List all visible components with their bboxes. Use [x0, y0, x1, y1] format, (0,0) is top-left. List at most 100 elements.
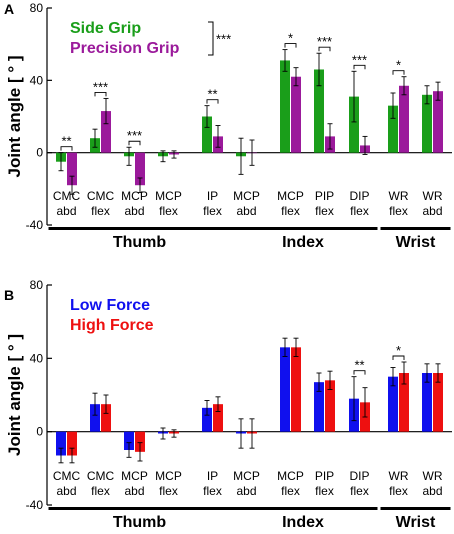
- bar-low-force: [314, 382, 324, 432]
- significance-bracket: [353, 370, 366, 375]
- x-tick-label: flex: [389, 484, 408, 498]
- y-axis-label: Joint angle [ ° ]: [5, 55, 24, 177]
- y-axis-label: Joint angle [ ° ]: [5, 334, 24, 456]
- bar-low-force: [56, 431, 66, 456]
- group-label: Index: [282, 514, 324, 531]
- bar-precision-grip: [399, 85, 409, 153]
- x-tick-label: flex: [159, 204, 178, 218]
- x-tick-label: abd: [422, 204, 442, 218]
- x-tick-label: flex: [91, 484, 110, 498]
- bar-precision-grip: [67, 152, 77, 186]
- x-tick-label: flex: [91, 204, 110, 218]
- bar-precision-grip: [291, 76, 301, 153]
- y-tick-label: 80: [30, 278, 44, 292]
- bar-low-force: [124, 431, 134, 450]
- group-bar: [380, 227, 451, 230]
- bar-high-force: [325, 380, 335, 432]
- group-label: Thumb: [113, 234, 167, 251]
- significance-bracket: [206, 99, 219, 104]
- x-tick-label: PIP: [315, 189, 334, 203]
- x-tick-label: flex: [203, 484, 222, 498]
- x-tick-label: DIP: [349, 189, 369, 203]
- x-tick-label: CMC: [53, 469, 81, 483]
- x-tick-label: flex: [281, 484, 300, 498]
- x-tick-label: abd: [236, 204, 256, 218]
- bar-side-grip: [388, 105, 398, 153]
- bar-side-grip: [422, 94, 432, 153]
- bar-low-force: [422, 373, 432, 432]
- x-tick-label: abd: [124, 484, 144, 498]
- group-bar: [48, 227, 231, 230]
- group-label: Wrist: [396, 514, 436, 531]
- x-tick-label: IP: [207, 469, 218, 483]
- x-tick-label: MCP: [121, 189, 148, 203]
- group-bar: [380, 507, 451, 510]
- x-tick-label: IP: [207, 189, 218, 203]
- x-tick-label: flex: [350, 204, 369, 218]
- significance-bracket: [284, 43, 297, 48]
- bar-low-force: [90, 404, 100, 432]
- x-tick-label: abd: [124, 204, 144, 218]
- legend-entry: High Force: [70, 317, 154, 334]
- y-tick-label: 80: [30, 1, 44, 15]
- significance-label: *: [288, 31, 293, 46]
- legend-entry: Precision Grip: [70, 40, 180, 57]
- legend-entry: Low Force: [70, 297, 150, 314]
- group-label: Thumb: [113, 514, 167, 531]
- group-bar: [48, 507, 231, 510]
- group-label: Index: [282, 234, 324, 251]
- group-bar: [228, 227, 378, 230]
- bar-precision-grip: [101, 111, 111, 153]
- bar-low-force: [202, 407, 212, 432]
- bar-low-force: [388, 376, 398, 432]
- x-tick-label: CMC: [87, 469, 115, 483]
- y-tick-label: 40: [30, 73, 44, 87]
- x-tick-label: CMC: [53, 189, 81, 203]
- x-tick-label: MCP: [277, 469, 304, 483]
- significance-bracket: [94, 91, 107, 97]
- x-tick-label: MCP: [155, 189, 182, 203]
- bar-high-force: [399, 373, 409, 432]
- y-tick-label: 0: [36, 425, 43, 439]
- x-tick-label: WR: [423, 469, 443, 483]
- significance-label: **: [61, 134, 71, 149]
- y-tick-label: 40: [30, 351, 44, 365]
- y-tick-label: 0: [36, 146, 43, 160]
- y-tick-label: -40: [26, 218, 44, 232]
- significance-label: ***: [127, 128, 142, 143]
- legend-significance-bracket: [208, 21, 214, 56]
- bar-low-force: [280, 347, 290, 432]
- x-tick-label: abd: [56, 484, 76, 498]
- bar-high-force: [291, 347, 301, 432]
- panel-label-b: B: [4, 287, 14, 303]
- x-tick-label: flex: [389, 204, 408, 218]
- bar-side-grip: [280, 60, 290, 153]
- x-tick-label: WR: [389, 189, 409, 203]
- group-bar: [228, 507, 378, 510]
- significance-label: **: [207, 87, 217, 102]
- bar-high-force: [67, 431, 77, 456]
- significance-bracket: [318, 46, 331, 52]
- bar-precision-grip: [135, 152, 145, 186]
- bar-high-force: [135, 431, 145, 452]
- x-tick-label: flex: [159, 484, 178, 498]
- x-tick-label: PIP: [315, 469, 334, 483]
- x-tick-label: flex: [315, 484, 334, 498]
- significance-label: *: [396, 58, 401, 73]
- x-tick-label: flex: [350, 484, 369, 498]
- significance-bracket: [392, 355, 405, 360]
- significance-bracket: [60, 146, 73, 151]
- significance-bracket: [353, 64, 366, 70]
- x-tick-label: flex: [315, 204, 334, 218]
- x-tick-label: flex: [281, 204, 300, 218]
- significance-bracket: [392, 70, 405, 75]
- significance-label: **: [354, 358, 364, 373]
- x-tick-label: MCP: [121, 469, 148, 483]
- x-tick-label: MCP: [155, 469, 182, 483]
- group-label: Wrist: [396, 234, 436, 251]
- legend-significance-label: ***: [216, 32, 231, 47]
- x-tick-label: MCP: [233, 189, 260, 203]
